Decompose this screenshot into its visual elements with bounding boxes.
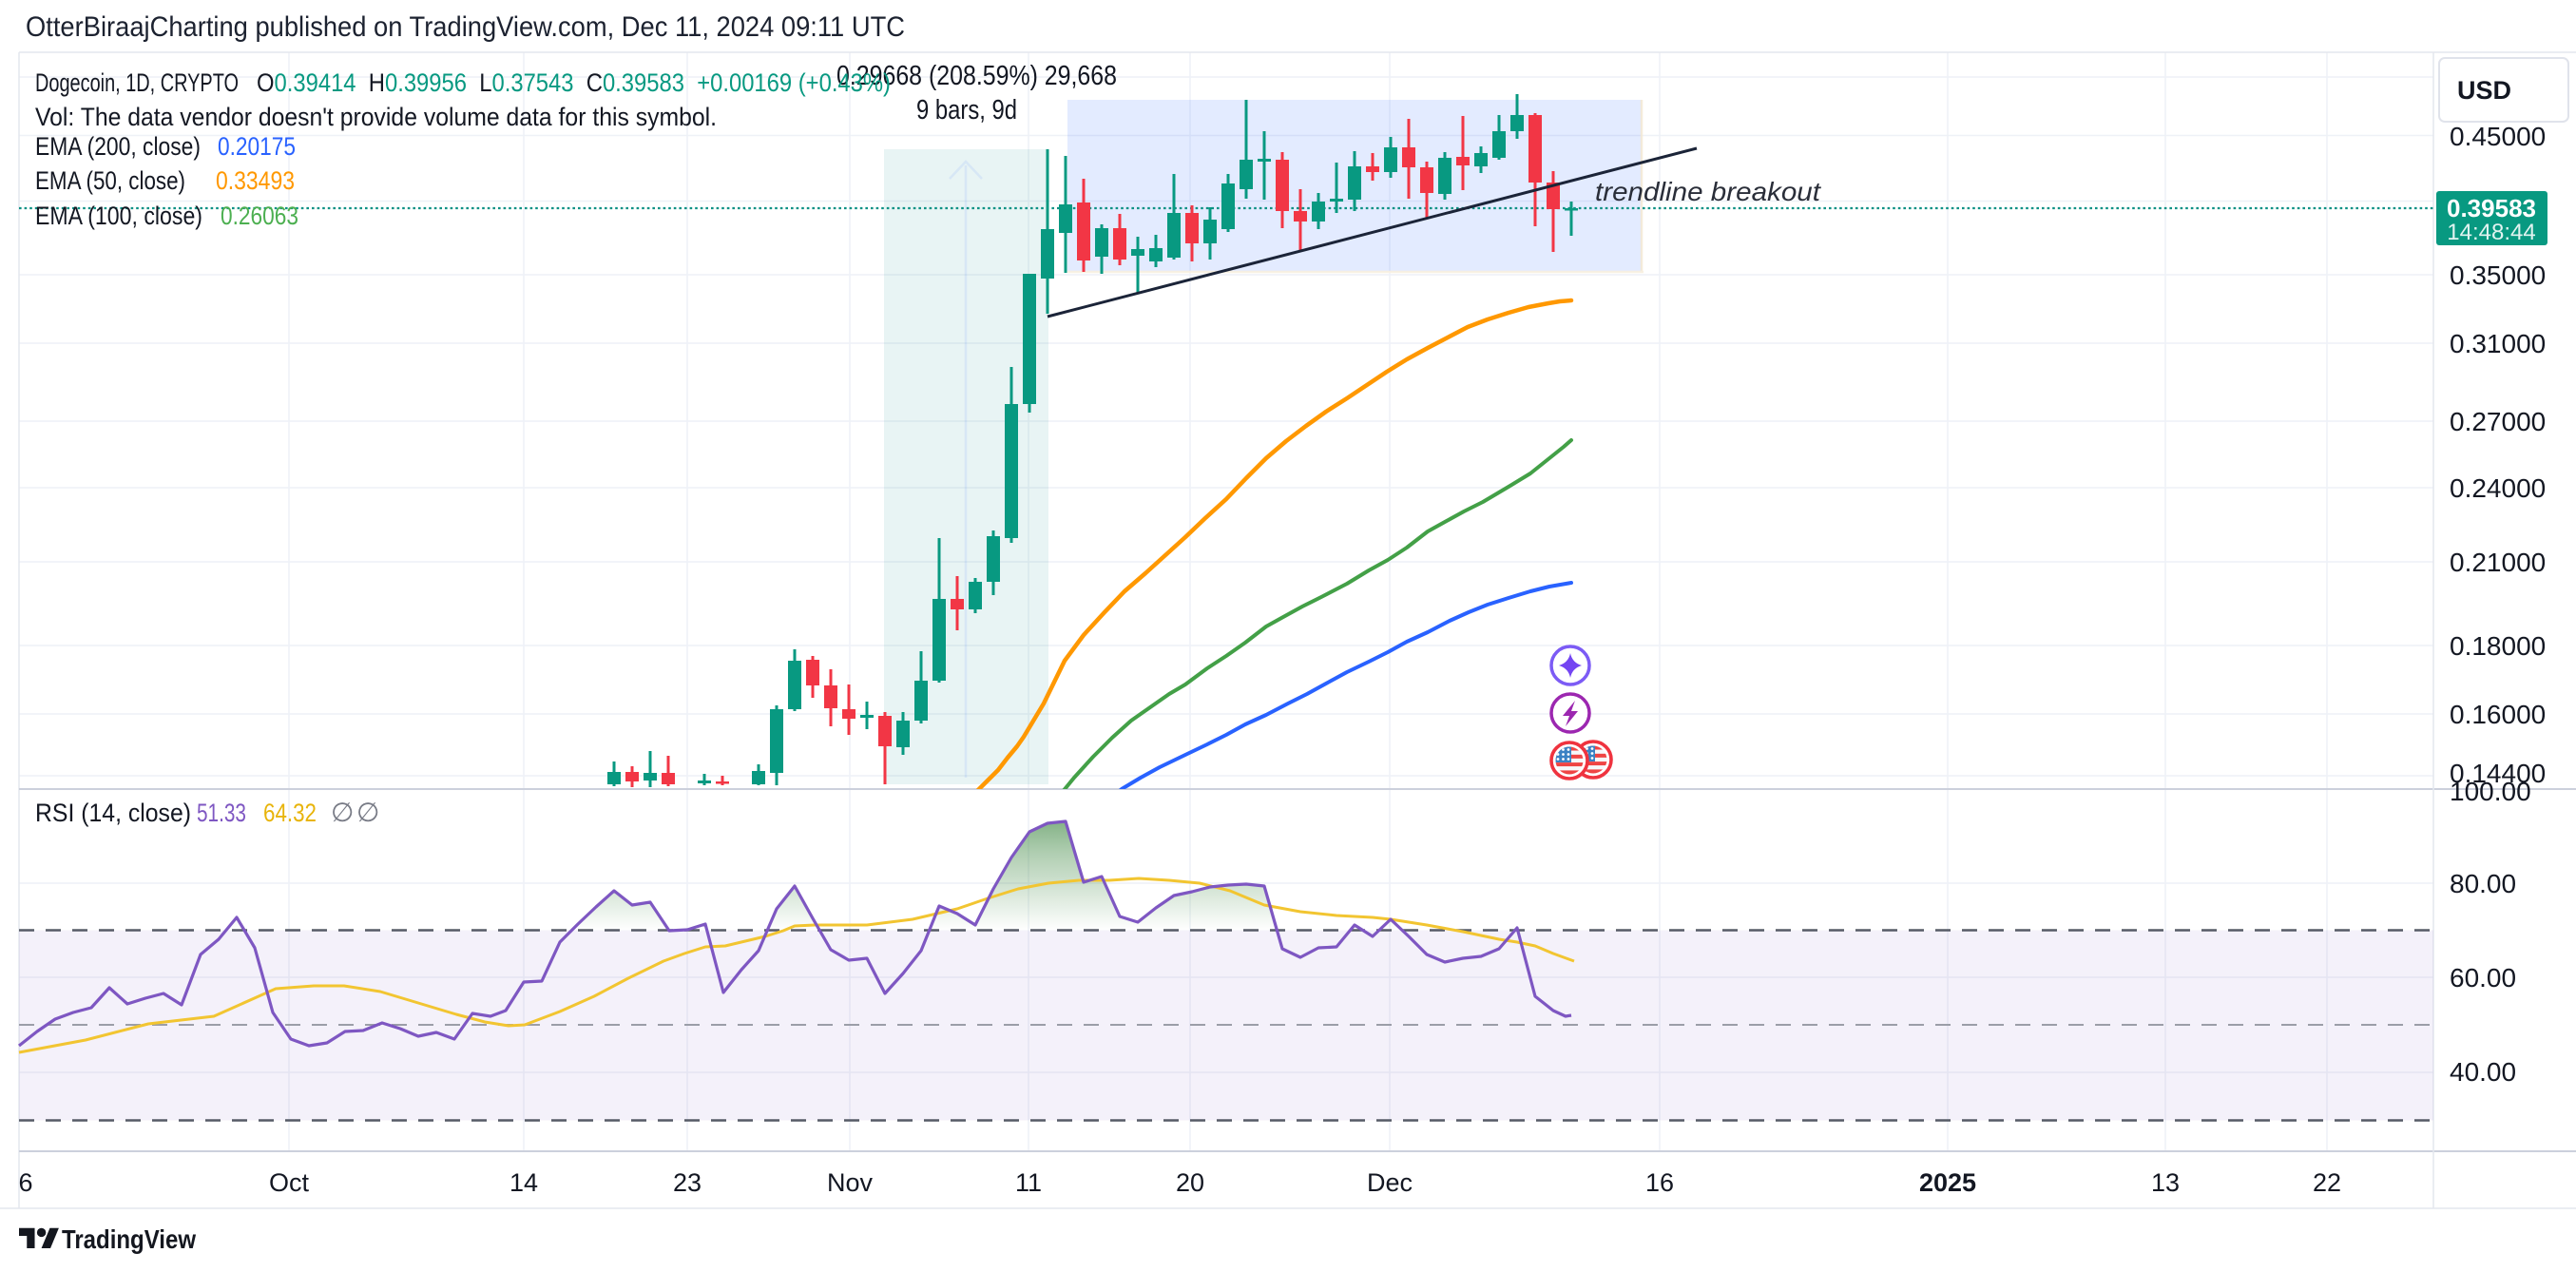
svg-text:0.31000: 0.31000	[2450, 329, 2546, 358]
svg-text:0.21000: 0.21000	[2450, 548, 2546, 577]
svg-text:0.16000: 0.16000	[2450, 700, 2546, 729]
svg-text:11: 11	[1015, 1168, 1042, 1197]
svg-text:14:48:44: 14:48:44	[2447, 220, 2535, 245]
svg-text:RSI (14, close): RSI (14, close)	[35, 799, 191, 827]
svg-text:80.00: 80.00	[2450, 869, 2516, 898]
svg-text:∅: ∅	[356, 798, 379, 827]
svg-text:0.14400: 0.14400	[2450, 759, 2546, 788]
svg-text:40.00: 40.00	[2450, 1057, 2516, 1087]
svg-text:Vol: The data vendor doesn't p: Vol: The data vendor doesn't provide vol…	[35, 103, 717, 131]
svg-text:0.20175: 0.20175	[218, 132, 296, 161]
svg-text:Oct: Oct	[269, 1168, 310, 1197]
svg-text:22: 22	[2313, 1168, 2341, 1197]
svg-text:0.33493: 0.33493	[216, 166, 295, 195]
svg-text:100.00: 100.00	[2450, 777, 2531, 806]
svg-text:EMA (100, close): EMA (100, close)	[35, 202, 202, 230]
svg-text:6: 6	[18, 1168, 32, 1197]
svg-text:EMA (200, close): EMA (200, close)	[35, 132, 201, 161]
svg-text:OtterBiraajCharting published: OtterBiraajCharting published on Trading…	[26, 11, 905, 43]
svg-text:USD: USD	[2457, 76, 2511, 105]
svg-text:2025: 2025	[1919, 1168, 1976, 1197]
svg-text:O0.39414 H0.39956 L0.37543: O0.39414 H0.39956 L0.37543 C0.39583 +0.0…	[257, 68, 891, 97]
svg-text:13: 13	[2151, 1168, 2180, 1197]
svg-text:14: 14	[509, 1168, 538, 1197]
svg-text:0.24000: 0.24000	[2450, 473, 2546, 503]
svg-text:51.33: 51.33	[197, 799, 246, 827]
svg-text:20: 20	[1176, 1168, 1204, 1197]
svg-text:0.18000: 0.18000	[2450, 631, 2546, 661]
svg-text:64.32: 64.32	[263, 799, 317, 827]
svg-text:0.26063: 0.26063	[221, 202, 298, 230]
svg-text:EMA (50, close): EMA (50, close)	[35, 166, 185, 195]
svg-text:0.27000: 0.27000	[2450, 407, 2546, 436]
svg-text:Dec: Dec	[1367, 1168, 1413, 1197]
svg-text:Dogecoin, 1D, CRYPTO: Dogecoin, 1D, CRYPTO	[35, 68, 239, 97]
svg-text:0.45000: 0.45000	[2450, 122, 2546, 151]
svg-text:23: 23	[673, 1168, 702, 1197]
svg-text:60.00: 60.00	[2450, 963, 2516, 993]
svg-text:0.35000: 0.35000	[2450, 260, 2546, 290]
svg-text:trendline breakout: trendline breakout	[1595, 177, 1821, 206]
svg-text:9 bars, 9d: 9 bars, 9d	[916, 95, 1017, 125]
svg-text:∅: ∅	[331, 798, 354, 827]
svg-text:Nov: Nov	[827, 1168, 874, 1197]
svg-text:16: 16	[1645, 1168, 1674, 1197]
svg-text:0.29668 (208.59%) 29,668: 0.29668 (208.59%) 29,668	[836, 61, 1117, 91]
svg-text:TradingView: TradingView	[62, 1224, 196, 1254]
svg-text:0.39583: 0.39583	[2447, 194, 2536, 222]
